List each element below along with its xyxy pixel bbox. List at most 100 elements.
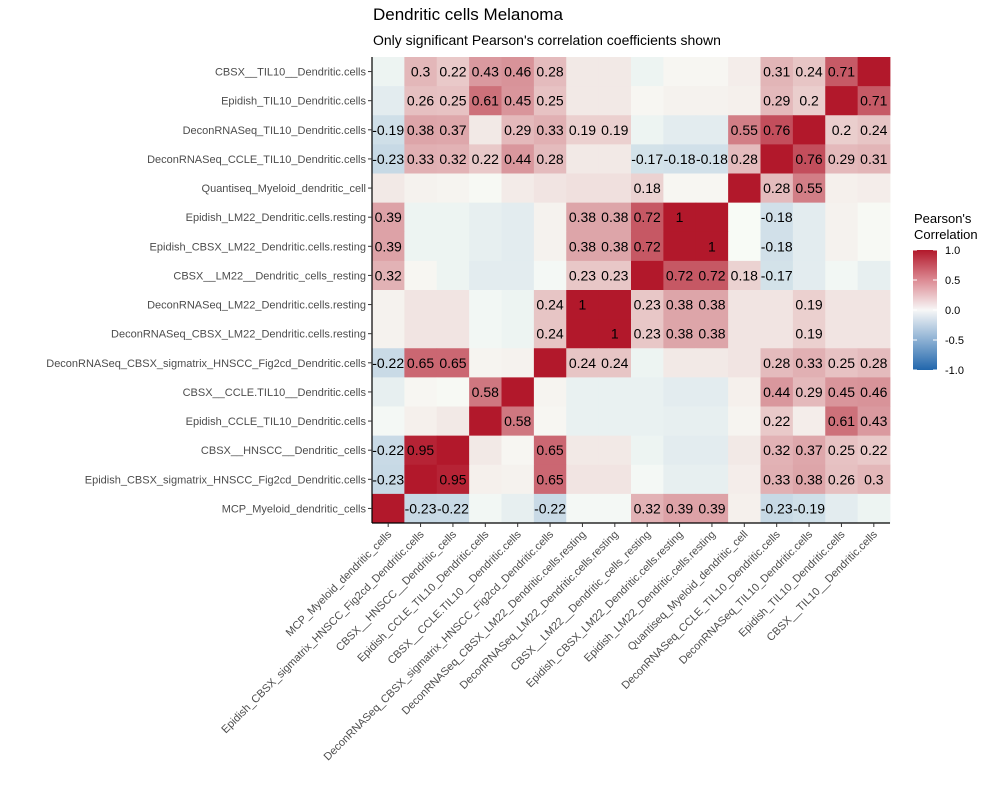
legend-title-line-2: Correlation [914,227,978,242]
heatmap-cell-r8-c6 [566,290,600,320]
heatmap-cell-r3-c7 [598,144,632,174]
cell-value-label: 0.38 [601,209,628,225]
heatmap-cell-r2-c4 [501,115,535,145]
cell-value-label: 0.38 [666,297,693,313]
heatmap-cell-r0-c4 [501,57,535,87]
heatmap-cell-r0-c14 [825,57,859,87]
legend-tick-label: -0.5 [945,335,964,347]
heatmap-cell-r2-c3 [469,115,502,145]
heatmap-cell-r9-c7 [598,319,632,349]
cell-value-label: 0.3 [411,64,431,80]
heatmap-cell-r4-c12 [760,173,794,204]
heatmap-cell-r9-c9 [663,319,697,349]
heatmap-cell-r12-c1 [404,406,438,437]
heatmap-cell-r9-c2 [436,319,470,349]
cell-value-label: 0.95 [407,442,434,458]
cell-value-label: 0.65 [407,355,434,371]
y-tick-label: Epidish_CBSX_sigmatrix_HNSCC_Fig2cd_Dend… [85,474,367,486]
heatmap-cell-r15-c10 [695,493,729,524]
heatmap-cell-r3-c12 [760,144,794,174]
cell-value-label: 1 [579,297,587,313]
cell-value-label: 0.18 [634,180,661,196]
cell-value-label: 0.31 [763,64,790,80]
cell-value-label: 0.76 [763,122,790,138]
cell-value-label: 0.43 [472,64,499,80]
heatmap-cell-r4-c9 [663,173,697,204]
heatmap-cell-r15-c11 [728,493,761,524]
heatmap-cell-r10-c1 [404,348,438,378]
heatmap-cell-r15-c3 [469,493,502,524]
cell-value-label: 0.38 [407,122,434,138]
cell-value-label: 0.24 [569,355,596,371]
heatmap-cell-r12-c0 [372,406,405,437]
cell-value-label: 0.44 [763,384,790,400]
heatmap-cell-r8-c10 [695,290,729,320]
heatmap-cell-r15-c14 [825,493,859,524]
heatmap-cell-r13-c3 [469,435,502,466]
cell-value-label: 0.33 [407,151,434,167]
heatmap-cell-r14-c6 [566,464,600,495]
heatmap-cell-r1-c14 [825,86,859,116]
cell-value-label: 0.72 [666,267,693,283]
heatmap-cell-r15-c6 [566,493,600,524]
heatmap-cell-r10-c7 [598,348,632,378]
cell-value-label: 0.39 [698,500,725,516]
heatmap-cell-r0-c3 [469,57,502,87]
cell-value-label: 0.26 [407,93,434,109]
heatmap-cell-r0-c6 [566,57,600,87]
heatmap-cell-r15-c5 [533,493,567,524]
cell-value-label: 0.25 [828,442,855,458]
cell-value-label: 0.28 [536,64,563,80]
cell-value-label: 0.58 [504,413,531,429]
heatmap-cell-r9-c10 [695,319,729,349]
heatmap-cell-r8-c1 [404,290,438,320]
heatmap-cell-r6-c13 [792,231,826,262]
heatmap-cell-r4-c14 [825,173,859,204]
cell-value-label: 0.72 [698,267,725,283]
heatmap-cell-r12-c2 [436,406,470,437]
heatmap-cell-r9-c6 [566,319,600,349]
heatmap-cell-r10-c5 [533,348,567,378]
heatmap-cell-r10-c4 [501,348,535,378]
cell-value-label: 0.29 [795,384,822,400]
heatmap-cell-r5-c15 [857,202,891,233]
heatmap-cell-r5-c4 [501,202,535,233]
heatmap-cell-r2-c0 [372,115,405,145]
heatmap-cell-r1-c12 [760,86,794,116]
heatmap-cell-r1-c10 [695,86,729,116]
cell-value-label: 0.23 [634,297,661,313]
cell-value-label: 0.61 [472,93,499,109]
cell-value-label: 0.2 [832,122,852,138]
cell-value-label: 0.37 [439,122,466,138]
heatmap-cell-r14-c10 [695,464,729,495]
heatmap-cell-r8-c8 [631,290,664,320]
heatmap-cell-r5-c12 [760,202,794,233]
cell-value-label: 0.23 [569,267,596,283]
heatmap-cell-r5-c9 [663,202,697,233]
heatmap-cell-r2-c8 [631,115,664,145]
heatmap-cell-r15-c15 [857,493,891,524]
heatmap-cell-r7-c15 [857,260,891,291]
heatmap-cell-r3-c13 [792,144,826,174]
heatmap-cell-r8-c5 [533,290,567,320]
heatmap-cell-r11-c11 [728,377,761,407]
heatmap-cell-r2-c7 [598,115,632,145]
y-tick-label: Epidish_CCLE_TIL10_Dendritic.cells [186,416,367,428]
heatmap-cell-r9-c3 [469,319,502,349]
heatmap-cell-r15-c0 [372,493,405,524]
heatmap-cell-r14-c8 [631,464,664,495]
y-tick-label: Epidish_CBSX_LM22_Dendritic.cells.restin… [150,241,366,253]
heatmap-cell-r15-c13 [792,493,826,524]
heatmap-cell-r5-c6 [566,202,600,233]
y-tick-label: Quantiseq_Myeloid_dendritic_cell [202,183,366,195]
cell-value-labels: 0.3 0.22 0.43 0.46 0.28 0.31 0.24 0.710.26 0.25 0… [372,64,887,517]
x-axis-ticks: MCP_Myeloid_dendritic_cellsEpidish_CBSX_… [219,523,880,763]
heatmap-cell-r12-c7 [598,406,632,437]
heatmap-cell-r10-c14 [825,348,859,378]
heatmap-cell-r0-c8 [631,57,664,87]
heatmap-cell-r10-c8 [631,348,664,378]
heatmap-cell-r13-c15 [857,435,891,466]
cell-value-label: 0.28 [763,355,790,371]
heatmap-cell-r12-c12 [760,406,794,437]
cell-value-label: 0.32 [375,267,402,283]
